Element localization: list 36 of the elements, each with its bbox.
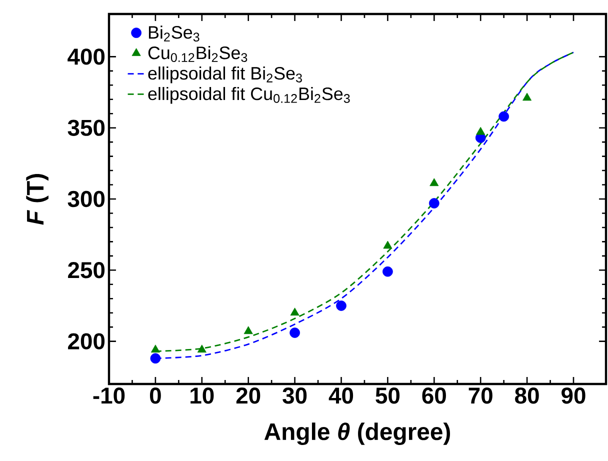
- y-tick-label: 350: [68, 120, 105, 136]
- x-tick-label: 80: [515, 388, 539, 404]
- y-tick-label: 300: [68, 190, 105, 208]
- point: [244, 326, 253, 334]
- x-tick-label: -10: [93, 388, 125, 404]
- y-axis-title: F (T): [26, 174, 48, 225]
- x-tick-label: 90: [562, 388, 586, 404]
- y-tick-label: 200: [68, 333, 105, 350]
- point: [476, 126, 486, 135]
- point: [382, 266, 393, 277]
- x-tick-label: 10: [190, 388, 214, 404]
- point: [336, 300, 346, 311]
- legend-label: ellipsoidal fit Bi$_{2}$Se$_{3}$: [148, 66, 302, 84]
- x-tick-label: 0: [150, 388, 161, 404]
- x-tick-label: 50: [376, 388, 400, 404]
- point: [197, 344, 206, 353]
- point: [290, 308, 300, 316]
- x-tick-label: 70: [468, 388, 492, 404]
- x-axis-title: Angle θ (degree): [264, 422, 450, 445]
- legend-label: ellipsoidal fit Cu$_{0.12}$Bi$_{2}$Se$_{3}$: [148, 86, 350, 104]
- x-tick-label: 40: [328, 388, 354, 404]
- point: [150, 344, 160, 353]
- x-tick-label: 60: [422, 388, 446, 404]
- legend-label: Cu$_{0.12}$Bi$_{2}$Se$_{3}$: [148, 46, 248, 62]
- point: [498, 111, 510, 122]
- legend-label: Bi$_{2}$Se$_{3}$: [148, 26, 200, 42]
- y-tick-label: 400: [68, 48, 105, 65]
- x-tick-label: 30: [282, 388, 307, 404]
- point: [290, 328, 300, 338]
- y-tick-label: 250: [68, 262, 105, 278]
- x-tick-label: 20: [236, 388, 260, 404]
- point: [428, 198, 440, 208]
- point: [430, 178, 439, 186]
- point: [383, 240, 392, 249]
- point: [522, 92, 532, 101]
- point: [150, 353, 161, 364]
